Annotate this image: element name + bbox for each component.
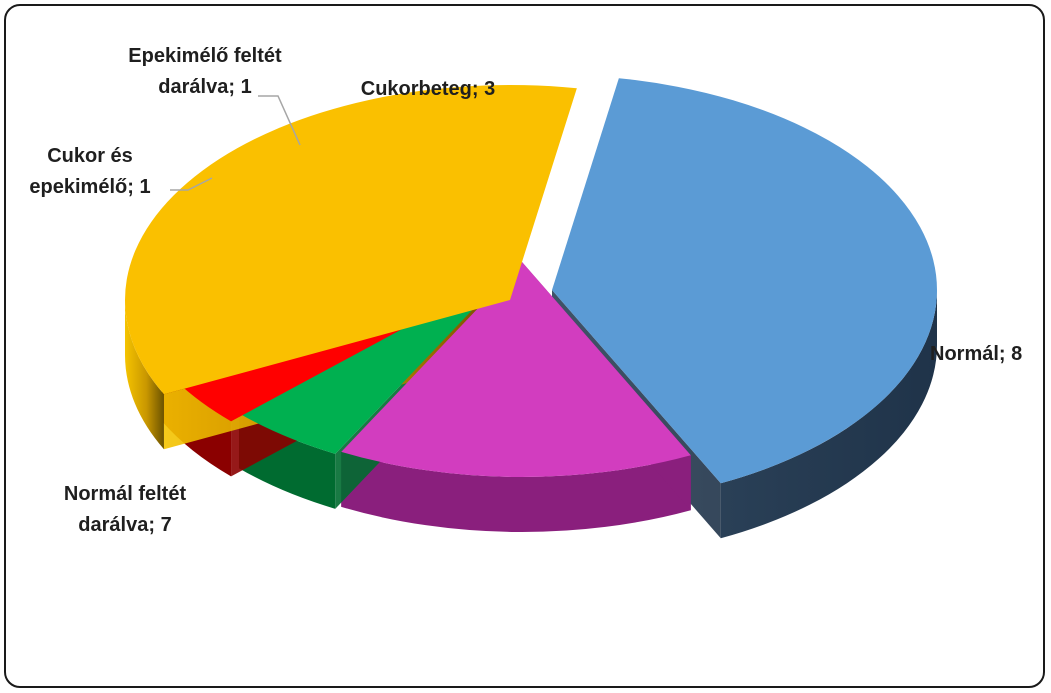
pie-side-normal xyxy=(720,290,937,539)
pie-slice-cukorbeteg xyxy=(341,262,691,478)
data-label-normal-feltet-daralva: Normál feltét darálva; 7 xyxy=(64,483,187,536)
pie-slice-normal xyxy=(552,78,937,484)
data-label-epekimelo-feltet-daralva: Epekimélő feltét darálva; 1 xyxy=(128,45,282,98)
pie-slice-normal-feltet-daralva xyxy=(125,85,577,395)
pie-side-normal-feltet-daralva xyxy=(125,300,164,450)
leader-line-epekimelo-feltet-daralva xyxy=(258,95,301,146)
data-label-normal: Normál; 8 xyxy=(930,343,1022,365)
data-label-cukor-es-epekimelo: Cukor és epekimélő; 1 xyxy=(29,145,150,198)
leader-line-cukor-es-epekimelo xyxy=(170,177,213,191)
data-label-cukorbeteg: Cukorbeteg; 3 xyxy=(361,78,495,100)
pie-side-cukorbeteg xyxy=(341,451,691,532)
